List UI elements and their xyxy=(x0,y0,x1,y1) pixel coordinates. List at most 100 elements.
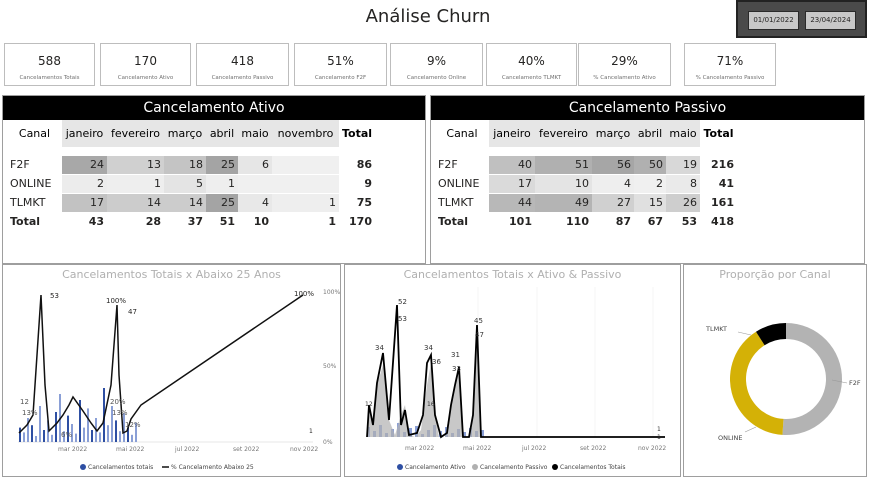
x-tick: jul 2022 xyxy=(174,446,199,453)
chart1-bar xyxy=(75,433,77,442)
chart1-bar xyxy=(23,432,25,442)
x-tick: mai 2022 xyxy=(463,445,492,452)
chart-totais-ativo-passivo[interactable]: Cancelamentos Totais x Ativo & Passivo 5… xyxy=(344,264,681,477)
donut-label-tlmkt: TLMKT xyxy=(705,325,727,333)
legend-label: Cancelamentos Totais xyxy=(560,464,626,471)
col-header[interactable]: maio xyxy=(238,120,272,147)
col-header[interactable]: março xyxy=(164,120,206,147)
kpi-card: 588 Cancelamentos Totais xyxy=(4,43,95,86)
chart-proporcao-canal[interactable]: Proporção por Canal TLMKT F2F ONLINE xyxy=(683,264,867,477)
end-date-input[interactable]: 23/04/2024 xyxy=(805,11,856,30)
y2-tick: 0% xyxy=(323,439,333,446)
chart1-bar xyxy=(107,425,109,442)
donut-slice-online xyxy=(755,323,786,346)
col-header[interactable]: janeiro xyxy=(489,120,535,147)
chart1-bar xyxy=(35,436,37,442)
table-row[interactable]: ONLINE 2 1 5 1 9 xyxy=(7,174,375,194)
chart2-label: 47 xyxy=(475,331,484,339)
chart2-label: 53 xyxy=(398,315,407,323)
donut-slices xyxy=(730,323,842,435)
y2-tick: 50% xyxy=(323,363,337,370)
chart1-label: 13% xyxy=(112,409,128,417)
x-tick: nov 2022 xyxy=(290,446,318,453)
col-header[interactable]: fevereiro xyxy=(535,120,592,147)
chart2-label: 1 xyxy=(657,426,661,433)
x-tick: mar 2022 xyxy=(58,446,87,453)
chart1-bar xyxy=(123,413,125,442)
passivo-table: Canal janeiro fevereiro março abril maio… xyxy=(435,120,737,232)
chart2-label: 1 xyxy=(657,434,661,441)
chart2-label: 34 xyxy=(424,344,433,352)
chart2-svg: 52 53 34 34 36 31 33 45 47 12 16 1 1 mar… xyxy=(365,287,666,471)
col-header[interactable]: novembro xyxy=(272,120,339,147)
chart2-bar xyxy=(409,428,412,437)
table-row[interactable]: ONLINE 17 10 4 2 8 41 xyxy=(435,174,737,194)
chart1-bar xyxy=(51,434,53,442)
start-date-input[interactable]: 01/01/2022 xyxy=(748,11,799,30)
col-header[interactable]: Canal xyxy=(435,120,489,147)
chart1-bar xyxy=(111,406,113,442)
table-row[interactable]: F2F 24 13 18 25 6 86 xyxy=(7,155,375,175)
chart1-bar xyxy=(71,424,73,442)
chart1-bar xyxy=(119,431,121,442)
col-header[interactable]: janeiro xyxy=(62,120,107,147)
col-header[interactable]: abril xyxy=(206,120,238,147)
chart1-bar xyxy=(87,408,89,442)
chart-title: Proporção por Canal xyxy=(719,268,831,281)
page-title: Análise Churn xyxy=(365,6,491,27)
table-row[interactable]: F2F 40 51 56 50 19 216 xyxy=(435,155,737,175)
kpi-card: 9% Cancelamento Online xyxy=(390,43,483,86)
x-tick: mai 2022 xyxy=(116,446,145,453)
chart2-bar xyxy=(463,432,466,437)
table-total-row: Total 101 110 87 67 53 418 xyxy=(435,211,737,232)
table-total-row: Total 43 28 37 51 10 1 170 xyxy=(7,211,375,232)
ativo-matrix-title: Cancelamento Ativo xyxy=(3,96,425,120)
chart-title: Cancelamentos Totais x Ativo & Passivo xyxy=(403,268,622,281)
donut-slice-f2f xyxy=(782,323,842,435)
chart2-label: 12 xyxy=(365,401,373,408)
chart2-totais-line xyxy=(366,304,665,439)
legend-marker xyxy=(472,464,478,470)
col-header[interactable]: Canal xyxy=(7,120,62,147)
kpi-card: 29%% Cancelamento Ativo xyxy=(578,43,671,86)
date-range-slicer[interactable]: 01/01/2022 23/04/2024 xyxy=(736,0,867,38)
x-tick: set 2022 xyxy=(580,445,607,452)
legend-label: Cancelamentos totais xyxy=(88,464,153,471)
chart1-label: 20% xyxy=(110,398,126,406)
col-header[interactable]: março xyxy=(592,120,634,147)
chart1-bar xyxy=(83,427,85,442)
chart-totais-abaixo25[interactable]: Cancelamentos Totais x Abaixo 25 Anos 53… xyxy=(2,264,341,477)
chart2-label: 52 xyxy=(398,298,407,306)
donut-label-online: ONLINE xyxy=(718,434,743,442)
chart1-bar xyxy=(115,420,117,442)
kpi-card: 51% Cancelamento F2F xyxy=(294,43,387,86)
col-header[interactable]: maio xyxy=(666,120,700,147)
chart1-label: 100% xyxy=(294,290,314,298)
legend-marker xyxy=(552,464,558,470)
chart1-label: 12 xyxy=(20,398,29,406)
x-tick: set 2022 xyxy=(233,446,260,453)
chart2-label: 33 xyxy=(452,365,461,373)
chart1-line-abaixo25 xyxy=(18,294,304,435)
chart1-bar xyxy=(55,412,57,442)
chart1-bar xyxy=(67,415,69,442)
kpi-card: 170 Cancelamento Ativo xyxy=(100,43,191,86)
y2-tick: 100% xyxy=(323,289,340,296)
chart1-label: 47 xyxy=(128,308,137,316)
chart1-bar xyxy=(19,427,21,442)
col-header[interactable]: Total xyxy=(700,120,737,147)
chart3-svg: TLMKT F2F ONLINE xyxy=(705,323,861,442)
chart1-label: 53 xyxy=(50,292,59,300)
col-header[interactable]: fevereiro xyxy=(107,120,164,147)
table-row[interactable]: TLMKT 17 14 14 25 4 1 75 xyxy=(7,193,375,213)
table-row[interactable]: TLMKT 44 49 27 15 26 161 xyxy=(435,193,737,213)
col-header[interactable]: Total xyxy=(339,120,375,147)
chart2-label: 31 xyxy=(451,351,460,359)
donut-label-f2f: F2F xyxy=(849,379,861,387)
ativo-table: Canal janeiro fevereiro março abril maio… xyxy=(7,120,375,232)
legend-label: Cancelamento Ativo xyxy=(405,464,466,471)
chart1-label: 1 xyxy=(309,428,313,435)
kpi-card: 71%% Cancelamento Passivo xyxy=(684,43,776,86)
col-header[interactable]: abril xyxy=(634,120,666,147)
passivo-matrix: Cancelamento Passivo Canal janeiro fever… xyxy=(430,95,865,264)
